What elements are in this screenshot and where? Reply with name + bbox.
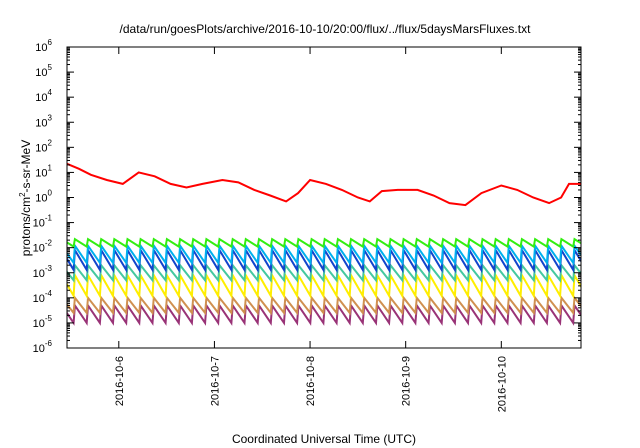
plot-area <box>66 46 582 349</box>
chart-title: /data/run/goesPlots/archive/2016-10-10/2… <box>120 22 532 36</box>
flux-series-line <box>67 242 581 266</box>
flux-series-line <box>67 162 581 207</box>
x-tick-label: 2016-10-10 <box>496 356 508 412</box>
y-tick-label: 104 <box>35 88 52 104</box>
y-tick-label: 102 <box>35 138 52 154</box>
x-tick-label: 2016-10-6 <box>114 356 126 406</box>
y-tick-label: 10-2 <box>33 239 53 255</box>
x-tick-label: 2016-10-7 <box>209 356 221 406</box>
y-tick-label: 103 <box>35 113 52 129</box>
series-layer <box>67 162 581 326</box>
x-tick-label: 2016-10-9 <box>401 356 413 406</box>
y-tick-label: 10-4 <box>33 289 53 305</box>
y-tick-label: 10-5 <box>33 314 53 330</box>
y-tick-label: 101 <box>35 163 52 179</box>
y-tick-label: 100 <box>35 189 52 205</box>
flux-series-line <box>67 302 581 326</box>
flux-series-line <box>67 295 581 316</box>
flux-series-line <box>67 271 581 300</box>
x-tick-label: 2016-10-8 <box>305 356 317 406</box>
x-axis: 2016-10-6 2016-10-7 2016-10-8 2016-10-9 2016… <box>114 47 508 412</box>
y-tick-label: 105 <box>35 63 52 79</box>
y-tick-label: 10-3 <box>33 264 53 280</box>
y-tick-label: 10-6 <box>33 339 53 355</box>
y-tick-label: 10-1 <box>33 214 53 230</box>
y-tick-label: 106 <box>35 38 52 54</box>
y-axis-label: protons/cm2-s-sr-MeV <box>18 140 33 256</box>
flux-series-line <box>67 237 581 249</box>
y-axis: 10-6 10-5 10-4 10-3 10-2 10-1 100 101 102 103 104 1… <box>33 38 581 355</box>
x-axis-label: Coordinated Universal Time (UTC) <box>232 432 416 446</box>
